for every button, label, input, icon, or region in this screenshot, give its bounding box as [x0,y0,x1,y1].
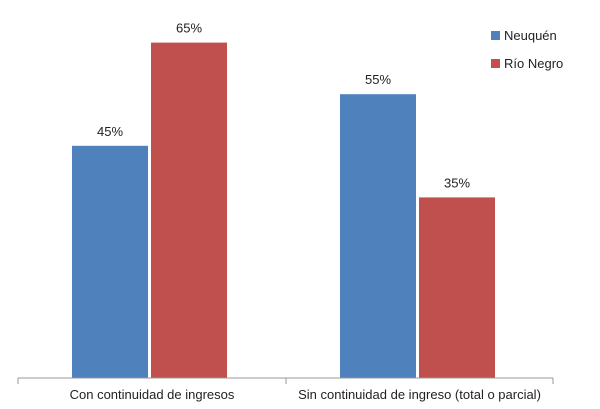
bar-rio-negro-1 [419,197,495,378]
legend: Neuquén Río Negro [491,28,563,71]
x-tick-label-1: Sin continuidad de ingreso (total o parc… [298,387,541,402]
bars [72,42,495,378]
bar-neuquen-1 [340,94,416,378]
legend-swatch-rio-negro [491,59,500,68]
data-label-rio-negro-0: 65% [176,21,202,36]
legend-label-neuquen: Neuquén [504,28,557,43]
bar-rio-negro-0 [151,42,227,378]
data-labels: 45% 65% 55% 35% [97,21,470,191]
legend-label-rio-negro: Río Negro [504,56,563,71]
x-axis-tick-labels: Con continuidad de ingresos Sin continuid… [70,387,541,402]
data-label-neuquen-1: 55% [365,72,391,87]
data-label-rio-negro-1: 35% [444,175,470,190]
legend-swatch-neuquen [491,31,500,40]
x-axis-ticks [17,378,554,384]
data-label-neuquen-0: 45% [97,124,123,139]
bar-neuquen-0 [72,145,148,378]
x-tick-label-0: Con continuidad de ingresos [70,387,235,402]
